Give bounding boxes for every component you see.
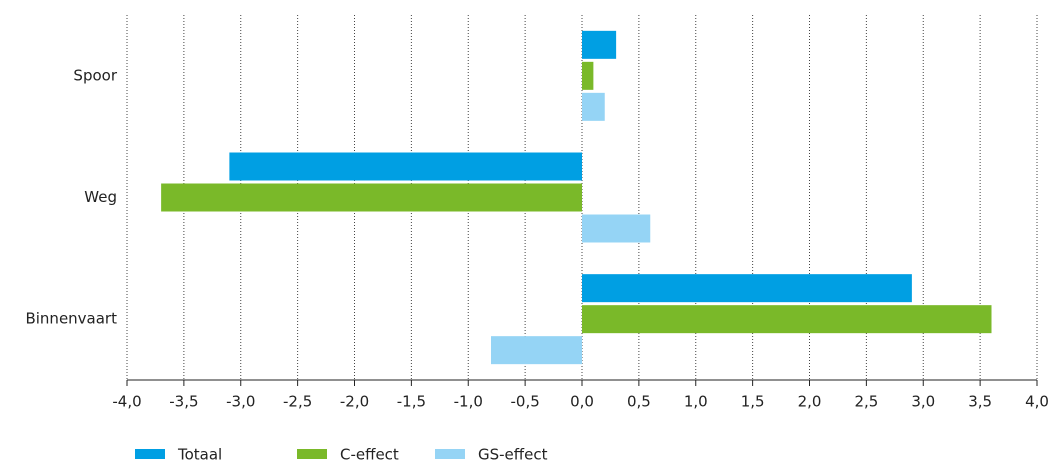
x-tick-label: 0,5: [627, 393, 651, 411]
legend-label: C-effect: [340, 446, 399, 464]
bar: [582, 274, 912, 303]
bar: [582, 30, 617, 59]
x-tick-label: -1,0: [454, 393, 483, 411]
bar: [161, 183, 582, 212]
bar: [582, 92, 605, 121]
x-tick-label: -3,0: [226, 393, 255, 411]
x-tick-label: -2,5: [283, 393, 312, 411]
x-tick-label: 4,0: [1025, 393, 1049, 411]
x-tick-label: 2,5: [854, 393, 878, 411]
y-tick-label: Weg: [84, 188, 117, 206]
x-tick-label: 3,5: [968, 393, 992, 411]
x-tick-label: -2,0: [340, 393, 369, 411]
x-tick-label: 1,0: [684, 393, 708, 411]
bar: [229, 152, 582, 181]
x-tick-label: -0,5: [510, 393, 539, 411]
legend-label: GS-effect: [478, 446, 548, 464]
legend-label: Totaal: [177, 446, 222, 464]
x-tick-label: -3,5: [169, 393, 198, 411]
bar: [491, 336, 582, 365]
x-tick-label: 1,5: [741, 393, 765, 411]
x-tick-label: -1,5: [397, 393, 426, 411]
bar: [582, 61, 594, 90]
x-tick-label: 3,0: [911, 393, 935, 411]
x-tick-label: 2,0: [798, 393, 822, 411]
y-tick-label: Spoor: [73, 66, 117, 84]
bar: [582, 305, 992, 334]
bar: [582, 214, 651, 243]
x-tick-label: 0,0: [570, 393, 594, 411]
legend-swatch: [435, 449, 465, 459]
y-tick-label: Binnenvaart: [25, 310, 117, 328]
x-tick-label: -4,0: [112, 393, 141, 411]
legend-swatch: [297, 449, 327, 459]
legend-swatch: [135, 449, 165, 459]
